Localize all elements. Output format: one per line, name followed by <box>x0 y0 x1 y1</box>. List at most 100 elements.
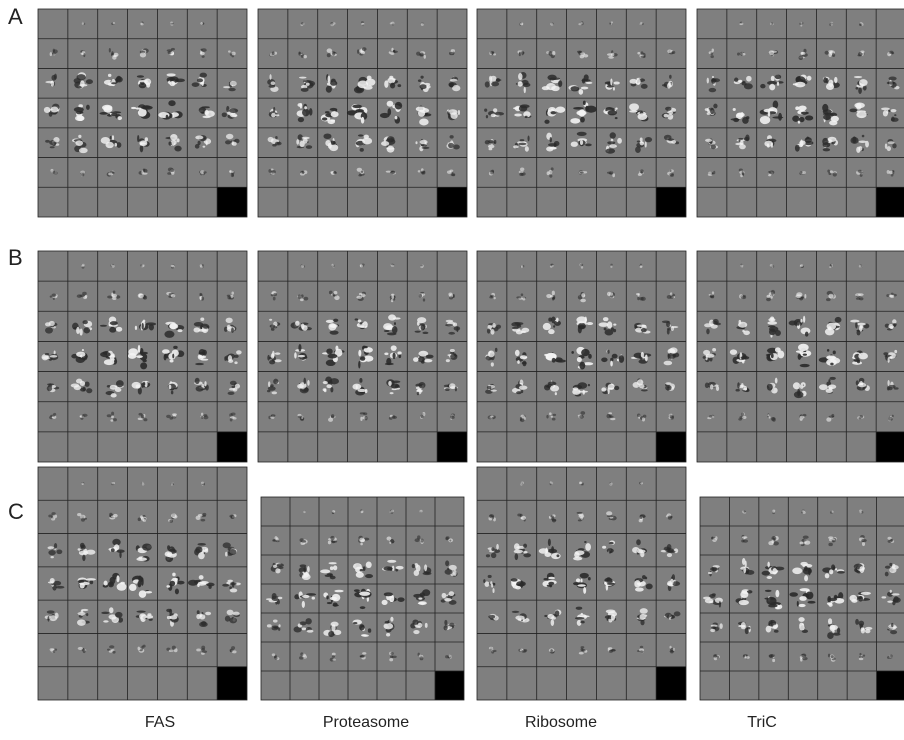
density-blob <box>82 292 87 295</box>
density-blob <box>488 140 494 143</box>
density-blob <box>86 79 93 84</box>
density-blob <box>330 387 333 392</box>
density-blob <box>801 52 805 55</box>
density-blob <box>203 326 209 329</box>
density-blob <box>645 577 647 580</box>
density-blob <box>641 352 644 358</box>
density-blob <box>831 510 833 512</box>
density-blob <box>741 622 746 627</box>
tile-grid <box>700 497 904 700</box>
density-blob <box>673 648 675 651</box>
density-blob <box>83 649 86 653</box>
density-blob <box>44 107 51 113</box>
density-blob <box>110 136 112 140</box>
density-blob <box>492 323 495 328</box>
density-blob <box>195 136 203 140</box>
tile-grid <box>38 251 247 462</box>
density-blob <box>143 169 145 172</box>
density-blob <box>277 140 279 143</box>
density-blob <box>640 646 643 649</box>
density-blob <box>395 102 403 110</box>
density-blob <box>606 581 613 583</box>
density-blob <box>421 415 424 418</box>
density-blob <box>232 52 236 56</box>
density-blob <box>674 611 681 616</box>
density-blob <box>116 380 124 387</box>
density-blob <box>53 650 55 653</box>
density-blob <box>171 52 174 56</box>
density-blob <box>771 417 775 421</box>
density-blob <box>580 615 590 617</box>
density-blob <box>391 384 399 389</box>
density-blob <box>828 618 832 624</box>
density-blob <box>358 174 362 176</box>
density-blob <box>51 107 59 113</box>
density-blob <box>273 379 278 385</box>
density-blob <box>199 622 208 627</box>
density-blob <box>202 116 210 119</box>
density-blob <box>229 617 237 623</box>
density-blob <box>799 117 805 122</box>
density-blob <box>328 418 333 422</box>
density-blob <box>637 52 640 55</box>
density-blob <box>383 566 392 570</box>
density-blob <box>543 323 551 330</box>
density-blob <box>368 628 371 632</box>
tile-grid <box>697 251 904 462</box>
density-blob <box>544 552 551 557</box>
density-blob <box>513 145 519 148</box>
density-blob <box>109 327 116 332</box>
density-blob <box>549 147 556 149</box>
density-blob <box>611 53 614 57</box>
density-blob <box>169 323 177 329</box>
density-blob <box>225 140 231 144</box>
density-blob <box>327 119 335 124</box>
density-blob <box>272 539 275 541</box>
density-blob <box>734 78 738 82</box>
density-blob <box>489 647 493 650</box>
density-blob <box>889 356 892 359</box>
density-blob <box>792 116 799 122</box>
density-blob <box>278 597 283 599</box>
density-blob <box>110 385 117 390</box>
density-blob <box>112 482 115 484</box>
density-blob <box>272 351 275 358</box>
density-blob <box>333 604 339 606</box>
density-blob <box>358 320 362 323</box>
density-blob <box>45 327 53 333</box>
density-blob <box>588 577 591 580</box>
density-blob <box>138 80 148 82</box>
density-blob <box>768 318 775 322</box>
density-blob <box>426 355 434 359</box>
density-blob <box>800 24 802 27</box>
tile-grid <box>38 467 247 700</box>
density-blob <box>360 356 365 360</box>
density-blob <box>859 79 868 86</box>
density-blob <box>396 566 404 570</box>
density-blob <box>825 573 830 578</box>
density-blob <box>744 137 749 141</box>
density-blob <box>272 144 276 147</box>
density-blob <box>769 328 776 335</box>
density-blob <box>490 390 496 392</box>
density-blob <box>800 296 804 298</box>
density-blob <box>419 382 426 389</box>
density-blob <box>386 633 390 636</box>
density-blob <box>830 625 836 632</box>
density-blob <box>278 624 280 627</box>
density-blob <box>640 264 642 266</box>
density-blob <box>883 352 888 355</box>
density-blob <box>177 329 182 332</box>
density-blob <box>640 169 644 173</box>
density-blob <box>550 137 552 142</box>
density-blob <box>205 612 211 615</box>
density-blob <box>199 349 206 356</box>
density-blob <box>646 583 653 589</box>
density-blob <box>554 141 560 146</box>
density-blob <box>358 350 361 357</box>
density-blob <box>392 656 397 658</box>
density-blob <box>578 325 585 329</box>
density-blob <box>583 101 586 105</box>
density-blob <box>80 111 84 114</box>
density-blob <box>137 75 144 78</box>
